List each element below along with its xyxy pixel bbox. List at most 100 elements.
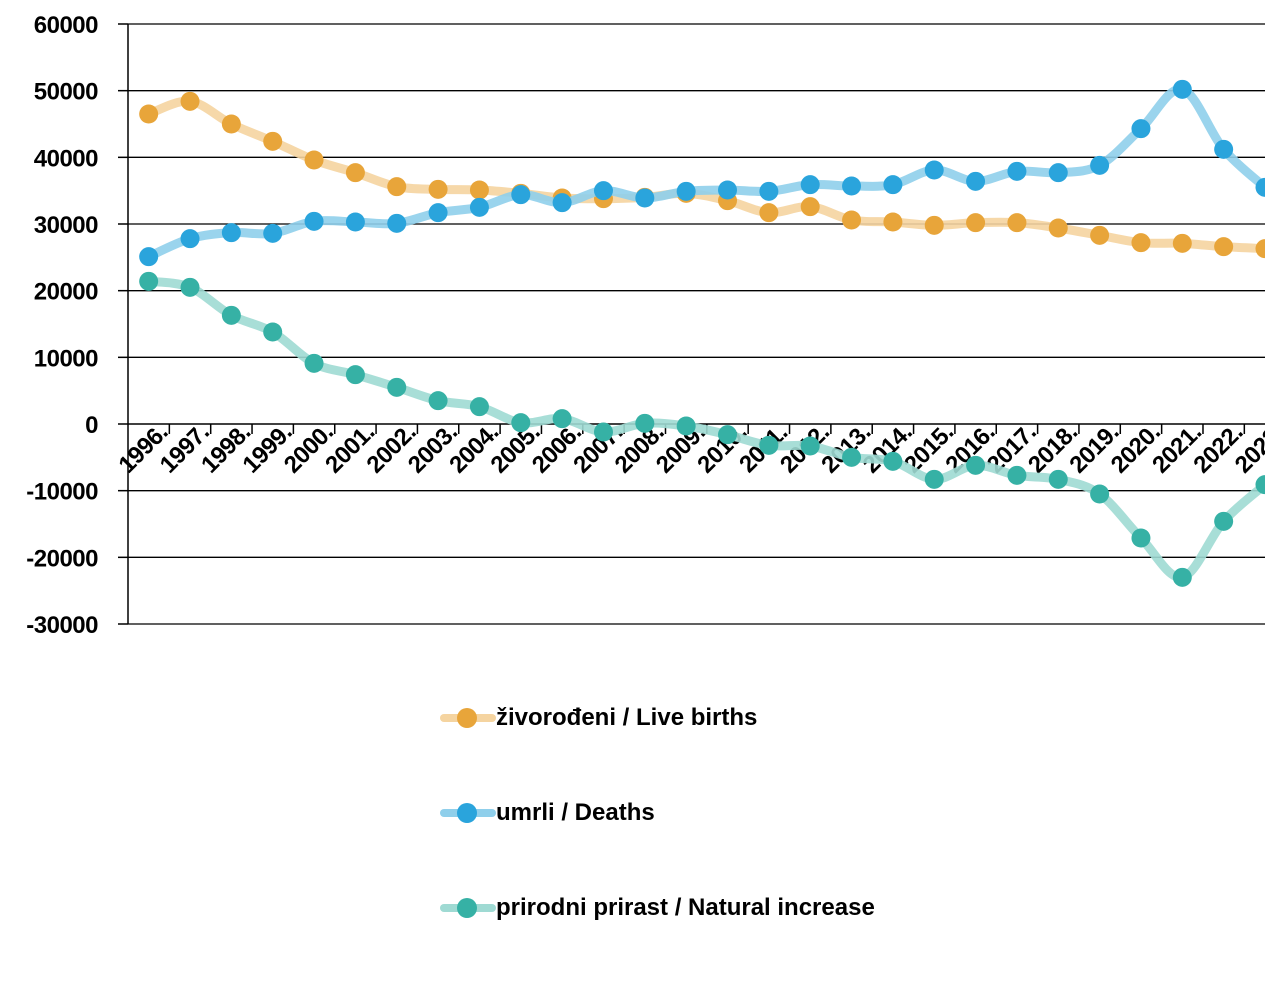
data-point-1-2014 bbox=[883, 175, 902, 194]
data-point-1-2010 bbox=[718, 181, 737, 200]
legend-swatch-natural-increase bbox=[440, 890, 496, 926]
data-point-0-2000 bbox=[305, 151, 324, 170]
data-point-0-2012 bbox=[801, 197, 820, 216]
axes bbox=[118, 24, 1265, 624]
data-point-0-2016 bbox=[966, 213, 985, 232]
data-point-1-2002 bbox=[387, 214, 406, 233]
data-point-1-2013 bbox=[842, 177, 861, 196]
data-point-2-2012 bbox=[801, 437, 820, 456]
data-point-2-2018 bbox=[1049, 470, 1068, 489]
data-point-1-2018 bbox=[1049, 163, 1068, 182]
y-tick-label--30000: -30000 bbox=[26, 612, 98, 639]
data-point-1-2017 bbox=[1007, 162, 1026, 181]
legend-item-deaths: umrli / Deaths bbox=[440, 795, 875, 831]
data-point-0-1996 bbox=[139, 105, 158, 124]
legend-swatch-deaths bbox=[440, 795, 496, 831]
data-point-1-1998 bbox=[222, 223, 241, 242]
data-point-2-2009 bbox=[677, 417, 696, 436]
data-point-2-1998 bbox=[222, 306, 241, 325]
data-point-2-2021 bbox=[1173, 568, 1192, 587]
data-point-0-2003 bbox=[429, 180, 448, 199]
data-point-0-2001 bbox=[346, 163, 365, 182]
data-point-2-2014 bbox=[883, 452, 902, 471]
data-point-1-2000 bbox=[305, 212, 324, 231]
data-point-0-2023 bbox=[1256, 239, 1265, 258]
data-point-2-2020 bbox=[1131, 529, 1150, 548]
data-point-2-2001 bbox=[346, 365, 365, 384]
legend-label-deaths: umrli / Deaths bbox=[496, 799, 655, 827]
data-point-0-2020 bbox=[1131, 233, 1150, 252]
data-point-1-1996 bbox=[139, 247, 158, 266]
data-point-2-2006 bbox=[553, 409, 572, 428]
data-point-1-2019 bbox=[1090, 156, 1109, 175]
y-tick-label-20000: 20000 bbox=[34, 279, 98, 306]
data-point-0-2015 bbox=[925, 216, 944, 235]
data-point-1-2004 bbox=[470, 198, 489, 217]
legend-label-natural-increase: prirodni prirast / Natural increase bbox=[496, 894, 875, 922]
data-point-0-2002 bbox=[387, 177, 406, 196]
data-point-2-2011 bbox=[759, 436, 778, 455]
line-chart: 60000 50000 40000 30000 20000 10000 0 -10000 -20… bbox=[0, 0, 1265, 680]
data-point-2-2004 bbox=[470, 397, 489, 416]
data-point-1-2005 bbox=[511, 185, 530, 204]
data-point-2-2010 bbox=[718, 425, 737, 444]
y-tick-label-0: 0 bbox=[85, 412, 98, 439]
series-0 bbox=[139, 92, 1265, 258]
y-tick-label-50000: 50000 bbox=[34, 79, 98, 106]
data-point-2-2007 bbox=[594, 423, 613, 442]
data-point-0-2018 bbox=[1049, 219, 1068, 238]
data-point-2-2015 bbox=[925, 470, 944, 489]
y-tick-label-10000: 10000 bbox=[34, 345, 98, 372]
y-tick-label-30000: 30000 bbox=[34, 212, 98, 239]
data-point-0-2014 bbox=[883, 213, 902, 232]
data-point-0-2013 bbox=[842, 211, 861, 230]
data-point-1-2003 bbox=[429, 203, 448, 222]
data-point-1-1999 bbox=[263, 224, 282, 243]
legend: živorođeni / Live births umrli / Deaths … bbox=[440, 700, 875, 985]
data-point-0-2011 bbox=[759, 203, 778, 222]
data-point-2-1999 bbox=[263, 323, 282, 342]
y-tick-label-60000: 60000 bbox=[34, 12, 98, 39]
data-point-1-2008 bbox=[635, 189, 654, 208]
y-tick-label-40000: 40000 bbox=[34, 145, 98, 172]
data-point-2-2022 bbox=[1214, 512, 1233, 531]
data-point-1-2020 bbox=[1131, 119, 1150, 138]
data-point-0-2019 bbox=[1090, 226, 1109, 245]
legend-item-natural-increase: prirodni prirast / Natural increase bbox=[440, 890, 875, 926]
data-point-2-2000 bbox=[305, 354, 324, 373]
legend-swatch-live-births bbox=[440, 700, 496, 736]
data-point-2-1996 bbox=[139, 272, 158, 291]
data-point-1-2007 bbox=[594, 181, 613, 200]
data-point-1-2015 bbox=[925, 161, 944, 180]
data-point-1-2021 bbox=[1173, 80, 1192, 99]
data-point-0-1998 bbox=[222, 115, 241, 134]
data-point-0-2022 bbox=[1214, 237, 1233, 256]
data-point-0-2004 bbox=[470, 181, 489, 200]
data-point-2-1997 bbox=[181, 278, 200, 297]
y-tick-label--10000: -10000 bbox=[26, 479, 98, 506]
legend-item-live-births: živorođeni / Live births bbox=[440, 700, 875, 736]
data-point-1-2016 bbox=[966, 172, 985, 191]
data-point-1-2001 bbox=[346, 213, 365, 232]
data-point-2-2008 bbox=[635, 414, 654, 433]
legend-label-live-births: živorođeni / Live births bbox=[496, 704, 757, 732]
data-point-2-2016 bbox=[966, 456, 985, 475]
data-point-2-2005 bbox=[511, 413, 530, 432]
data-point-1-1997 bbox=[181, 229, 200, 248]
data-point-1-2006 bbox=[553, 193, 572, 212]
data-point-2-2013 bbox=[842, 448, 861, 467]
data-point-0-1997 bbox=[181, 92, 200, 111]
gridlines bbox=[128, 24, 1265, 624]
data-point-1-2011 bbox=[759, 182, 778, 201]
data-point-2-2019 bbox=[1090, 485, 1109, 504]
data-point-1-2009 bbox=[677, 182, 696, 201]
data-point-2-2002 bbox=[387, 378, 406, 397]
data-point-1-2022 bbox=[1214, 140, 1233, 159]
y-axis-tick-labels: 60000 50000 40000 30000 20000 10000 0 -10000 -20… bbox=[26, 12, 98, 639]
data-point-0-2021 bbox=[1173, 234, 1192, 253]
data-point-2-2003 bbox=[429, 391, 448, 410]
data-point-1-2012 bbox=[801, 175, 820, 194]
y-tick-label--20000: -20000 bbox=[26, 545, 98, 572]
data-point-0-2017 bbox=[1007, 213, 1026, 232]
data-point-2-2017 bbox=[1007, 466, 1026, 485]
